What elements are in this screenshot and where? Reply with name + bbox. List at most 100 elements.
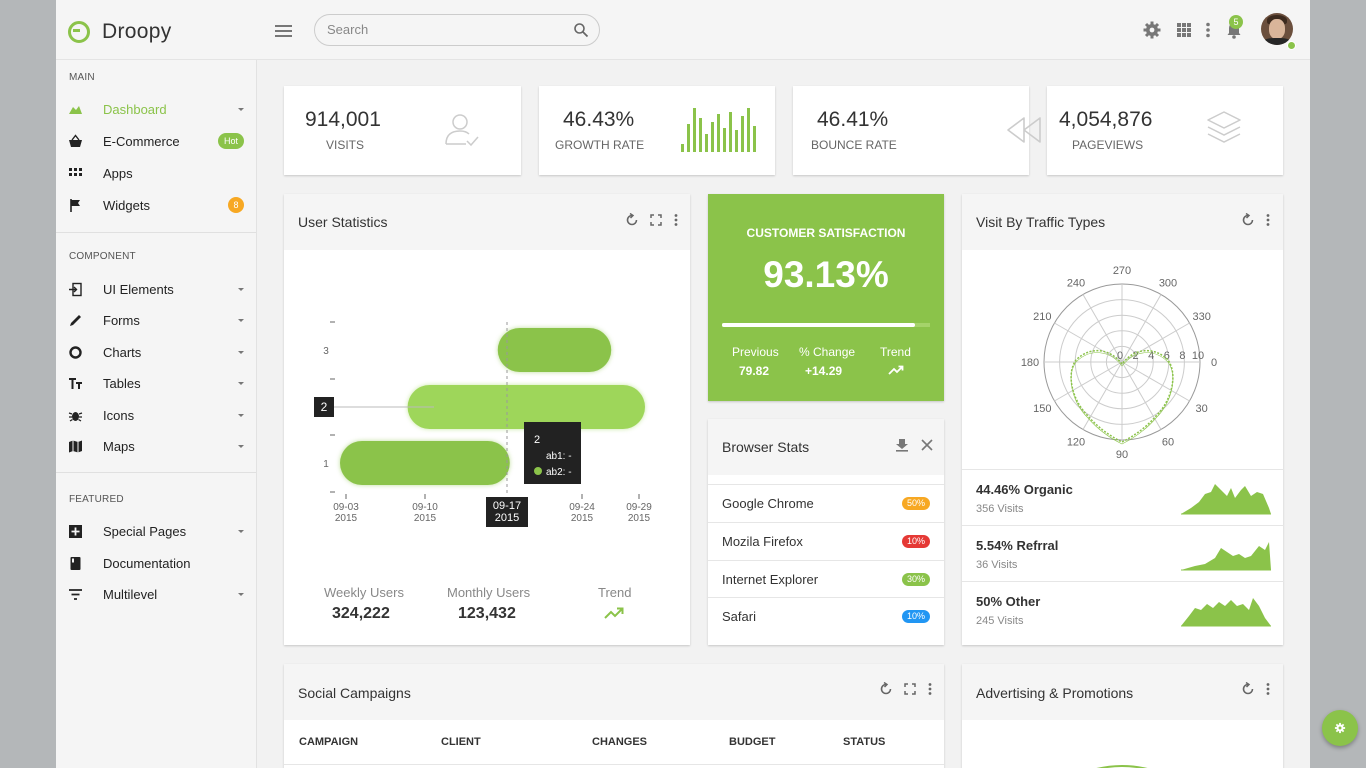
sidebar-item-ui-elements[interactable]: UI Elements (56, 278, 256, 302)
browser-row: Internet Explorer 30% (708, 560, 944, 598)
polar-radial-label: 8 (1179, 350, 1185, 362)
sidebar-item-forms[interactable]: Forms (56, 309, 256, 333)
fullscreen-icon[interactable] (903, 682, 917, 696)
crosshair-y-label: 2 (314, 397, 334, 417)
range-bar[interactable] (497, 328, 612, 372)
layers-icon (1207, 111, 1241, 143)
widgets-count-badge: 8 (228, 197, 244, 213)
trending-up-icon (888, 365, 904, 375)
traffic-row-other: 50% Other 245 Visits (962, 581, 1284, 637)
column-header-changes[interactable]: CHANGES (592, 736, 648, 748)
x-tick-label: 09-10 (412, 502, 438, 513)
column-header-campaign[interactable]: CAMPAIGN (299, 736, 359, 748)
sidebar-section-component: COMPONENT (69, 251, 136, 262)
brand[interactable]: Droopy (68, 18, 172, 46)
sidebar-item-special-pages[interactable]: Special Pages (56, 520, 256, 544)
refresh-icon[interactable] (879, 682, 893, 696)
polar-grid-spoke (1121, 322, 1190, 363)
traffic-row-sub: 245 Visits (976, 615, 1024, 627)
download-icon[interactable] (895, 438, 909, 452)
grid-icon (69, 168, 82, 176)
card-tools (895, 438, 934, 454)
sidebar-item-charts[interactable]: Charts (56, 341, 256, 365)
flag-icon (70, 199, 80, 212)
satisfaction-title: CUSTOMER SATISFACTION (746, 226, 906, 240)
bug-icon (68, 412, 83, 422)
browser-name: Mozila Firefox (722, 534, 803, 549)
sidebar: MAIN Dashboard E-Commerce Hot Apps Widge… (56, 60, 257, 768)
user-check-icon (445, 114, 479, 147)
chevron-down-icon (238, 351, 244, 354)
area-sparkline (1181, 542, 1271, 571)
more-vertical-icon[interactable] (673, 213, 679, 227)
refresh-icon[interactable] (625, 213, 639, 227)
polar-radial-label: 2 (1133, 350, 1139, 362)
gear-icon[interactable] (1142, 20, 1162, 40)
sidebar-item-icons[interactable]: Icons (56, 404, 256, 428)
column-header-status[interactable]: STATUS (843, 736, 886, 748)
column-header-budget[interactable]: BUDGET (729, 736, 776, 748)
stat-label: VISITS (326, 138, 365, 152)
card-title: Advertising & Promotions (976, 685, 1134, 701)
user-statistics-chart: 13 09-03201509-10201509-24201509-292015 … (314, 321, 652, 527)
sidebar-item-label: Documentation (103, 556, 191, 571)
sidebar-item-apps[interactable]: Apps (56, 162, 256, 186)
fullscreen-icon[interactable] (649, 213, 663, 227)
chevron-down-icon (238, 414, 244, 417)
column-header-client[interactable]: CLIENT (441, 736, 481, 748)
donut-icon (69, 346, 82, 359)
svg-text:ab1: -: ab1: - (546, 451, 572, 462)
browser-percent-badge: 30% (902, 573, 930, 586)
sidebar-item-tables[interactable]: Tables (56, 372, 256, 396)
more-vertical-icon[interactable] (1198, 20, 1218, 40)
polar-angle-label: 60 (1162, 437, 1174, 449)
polar-radial-label: 4 (1148, 350, 1154, 362)
card-title: User Statistics (298, 214, 388, 230)
stat-value: 4,054,876 (1059, 108, 1153, 131)
refresh-icon[interactable] (1241, 682, 1255, 696)
x-tick-label: 09-03 (333, 502, 359, 513)
weekly-users-value: 324,222 (332, 605, 390, 622)
sidebar-item-label: Icons (103, 408, 135, 423)
more-vertical-icon[interactable] (1265, 682, 1271, 696)
range-bar[interactable] (340, 441, 510, 485)
sidebar-item-label: Special Pages (103, 524, 187, 539)
app-window: Droopy 5 MAIN Dashboard E-Commerce Hot (56, 0, 1310, 768)
search-icon[interactable] (573, 22, 589, 38)
polar-angle-label: 150 (1033, 403, 1051, 415)
avatar[interactable] (1261, 13, 1293, 45)
table-header-divider (284, 764, 944, 765)
menu-toggle-icon[interactable] (275, 25, 292, 37)
chevron-down-icon (238, 108, 244, 111)
filter-icon (69, 589, 82, 600)
card-tools (1241, 213, 1271, 229)
monthly-users-value: 123,432 (458, 605, 516, 622)
polar-angle-label: 30 (1196, 403, 1208, 415)
advertising-card: Advertising & Promotions (962, 664, 1283, 768)
sidebar-item-label: Maps (103, 439, 135, 454)
sidebar-item-documentation[interactable]: Documentation (56, 552, 256, 576)
bar-sparkline-icon (681, 108, 756, 152)
more-vertical-icon[interactable] (1265, 213, 1271, 227)
sidebar-item-label: Dashboard (103, 102, 167, 117)
chevron-down-icon (238, 593, 244, 596)
chevron-down-icon (238, 288, 244, 291)
settings-fab[interactable] (1322, 710, 1358, 746)
more-vertical-icon[interactable] (927, 682, 933, 696)
polar-radial-label: 0 (1117, 350, 1123, 362)
browser-percent-badge: 50% (902, 497, 930, 510)
satisfaction-progress-fill (722, 323, 916, 327)
sidebar-item-ecommerce[interactable]: E-Commerce Hot (56, 130, 256, 154)
apps-grid-icon[interactable] (1174, 20, 1194, 40)
traffic-row-title: 50% Other (976, 594, 1041, 609)
sidebar-item-multilevel[interactable]: Multilevel (56, 583, 256, 607)
sidebar-item-widgets[interactable]: Widgets 8 (56, 194, 256, 218)
sidebar-item-dashboard[interactable]: Dashboard (56, 98, 256, 122)
range-bar[interactable] (407, 385, 645, 429)
sidebar-item-maps[interactable]: Maps (56, 435, 256, 459)
refresh-icon[interactable] (1241, 213, 1255, 227)
close-icon[interactable] (920, 438, 934, 452)
search-input[interactable] (327, 22, 567, 37)
stat-label: GROWTH RATE (555, 138, 645, 152)
